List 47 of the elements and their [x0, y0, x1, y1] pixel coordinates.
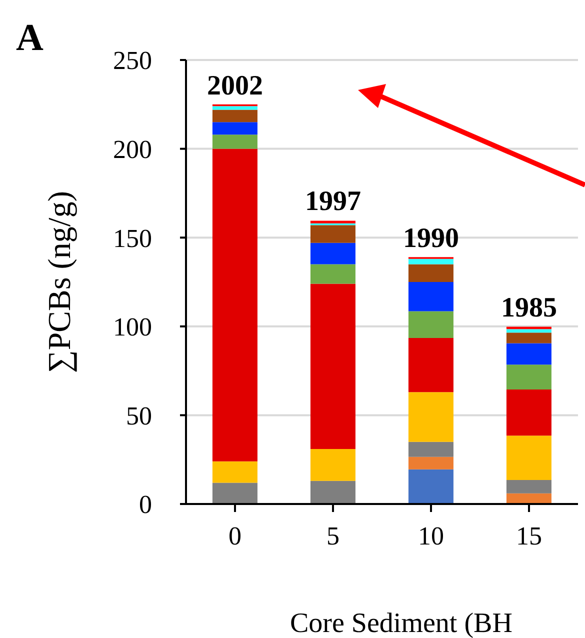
bar — [408, 456, 454, 470]
bar — [506, 480, 552, 494]
bar — [212, 106, 258, 110]
x-tick-label: 10 — [418, 521, 444, 550]
bar — [408, 258, 454, 264]
bar — [408, 442, 454, 457]
y-tick-label: 0 — [139, 490, 152, 520]
bar — [506, 389, 552, 436]
y-tick-label: 100 — [113, 312, 152, 342]
bar — [408, 264, 454, 282]
bar — [310, 264, 356, 284]
annotation: 1985 — [501, 292, 557, 324]
bar — [506, 343, 552, 365]
x-axis-title: Core Sediment (BH — [290, 608, 512, 638]
bar — [408, 338, 454, 392]
y-tick-label: 250 — [113, 46, 152, 76]
y-tick-label: 150 — [113, 224, 152, 253]
bar — [212, 110, 258, 122]
bar — [506, 436, 552, 480]
bar — [310, 448, 356, 481]
bar — [212, 134, 258, 149]
bar — [212, 482, 258, 504]
bar — [310, 220, 356, 224]
bar — [212, 148, 258, 462]
bar — [408, 392, 454, 442]
annotation: 2002 — [207, 70, 263, 102]
x-tick-label: 15 — [516, 521, 542, 550]
bar — [506, 332, 552, 344]
annotation: 1990 — [403, 223, 459, 254]
bar — [212, 461, 258, 483]
bar — [310, 225, 356, 243]
annotation: 1997 — [305, 186, 361, 217]
bar — [506, 329, 552, 333]
bar — [310, 480, 356, 504]
chart-title: A — [16, 17, 44, 59]
bar — [310, 284, 356, 449]
bar — [408, 469, 454, 504]
bar — [408, 282, 454, 312]
bar — [212, 122, 258, 135]
bar — [408, 311, 454, 338]
y-tick-label: 50 — [126, 401, 152, 430]
y-axis-title: ∑PCBs (ng/g) — [41, 191, 77, 373]
bar — [506, 364, 552, 390]
y-tick-label: 200 — [113, 135, 152, 164]
x-tick-label: 5 — [326, 521, 340, 550]
bar — [310, 242, 356, 264]
x-tick-label: 0 — [228, 521, 242, 550]
